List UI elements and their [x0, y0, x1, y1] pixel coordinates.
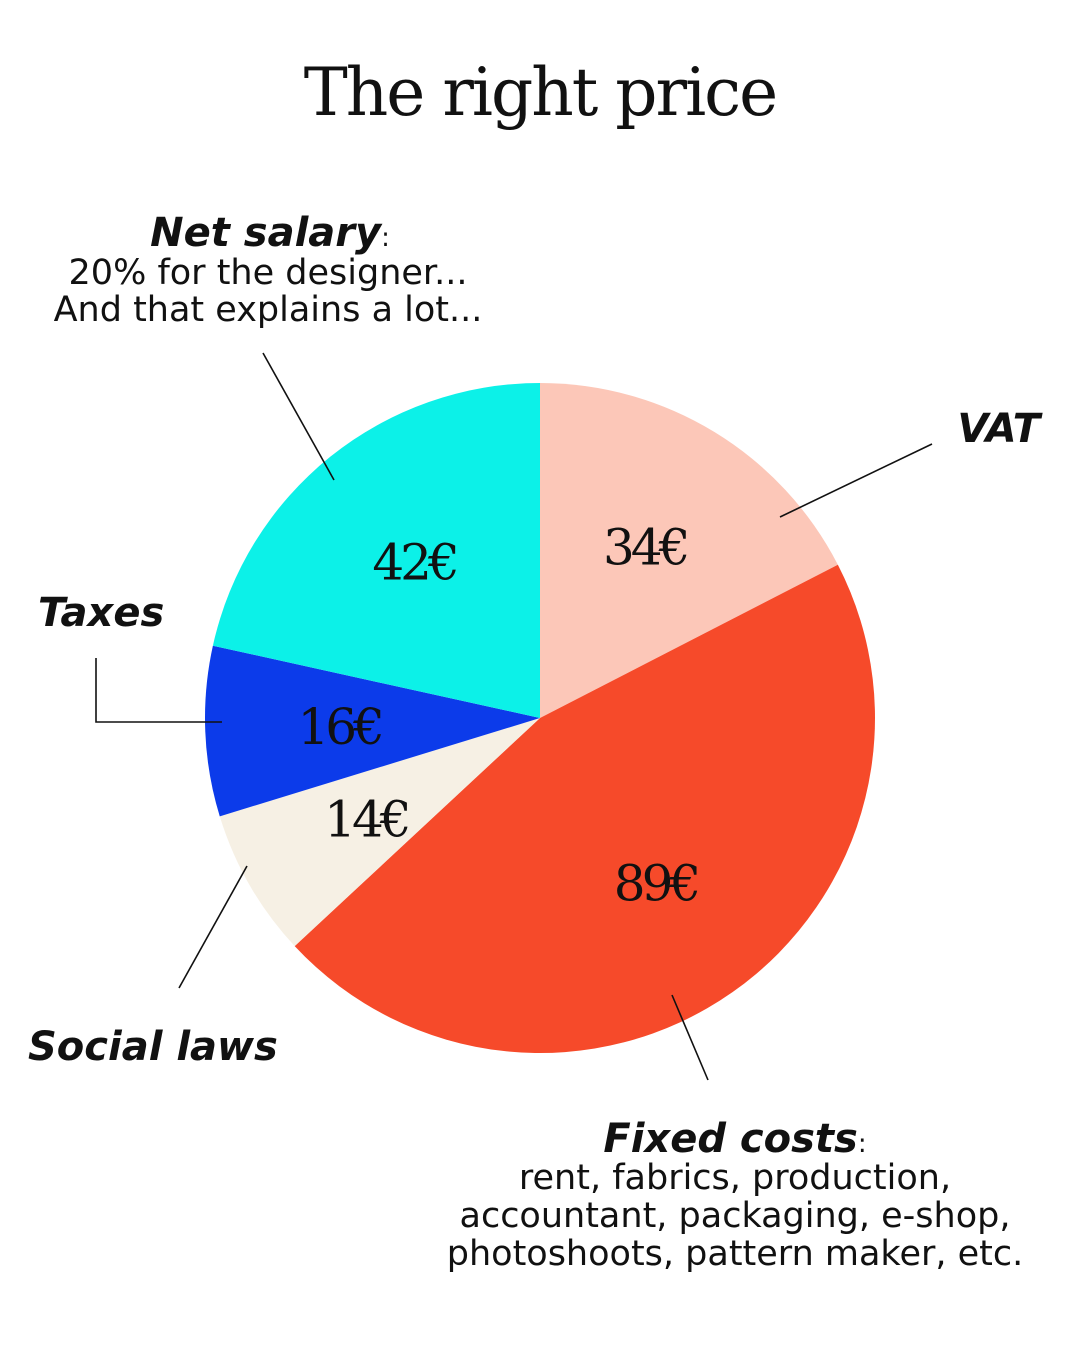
pie-slice-vat	[540, 383, 838, 718]
label-fixed-costs: Fixed costs	[603, 1116, 857, 1162]
chart-title: The right price	[304, 54, 776, 131]
leader-line-vat	[779, 443, 933, 518]
pie-slice-fixed	[294, 564, 875, 1053]
label-net-salary-heading: Net salary:	[150, 210, 390, 256]
fixed-costs-desc-1: rent, fabrics, production,	[519, 1158, 951, 1198]
pie-slices	[204, 383, 875, 1053]
label-fixed-costs-heading: Fixed costs:	[603, 1116, 866, 1162]
label-colon: :	[381, 223, 390, 253]
slice-value-net: 42€	[372, 533, 456, 591]
net-salary-desc-1: 20% for the designer...	[69, 253, 468, 293]
label-net-salary: Net salary	[150, 210, 383, 256]
slice-value-taxes: 16€	[297, 698, 381, 756]
leader-line-social-laws	[178, 865, 248, 989]
pie-slice-taxes	[204, 645, 540, 817]
label-taxes: Taxes	[38, 590, 164, 636]
leader-line-net-salary	[262, 352, 335, 481]
fixed-costs-desc-2: accountant, packaging, e-shop,	[460, 1196, 1011, 1236]
label-vat: VAT	[957, 406, 1042, 452]
leader-line-taxes	[95, 658, 222, 723]
leader-line-fixed-costs	[671, 994, 709, 1081]
pie-slice-net	[212, 383, 540, 718]
fixed-costs-desc-3: photoshoots, pattern maker, etc.	[447, 1234, 1024, 1274]
net-salary-desc-2: And that explains a lot...	[54, 290, 483, 330]
label-social-laws: Social laws	[28, 1024, 278, 1070]
slice-value-vat: 34€	[603, 518, 687, 576]
slice-value-social: 14€	[324, 791, 408, 849]
pie-slice-social	[219, 718, 540, 947]
label-colon: :	[858, 1129, 867, 1159]
slice-value-fixed: 89€	[614, 855, 698, 913]
slice-values: 34€ 89€ 14€ 16€ 42€	[297, 518, 701, 913]
